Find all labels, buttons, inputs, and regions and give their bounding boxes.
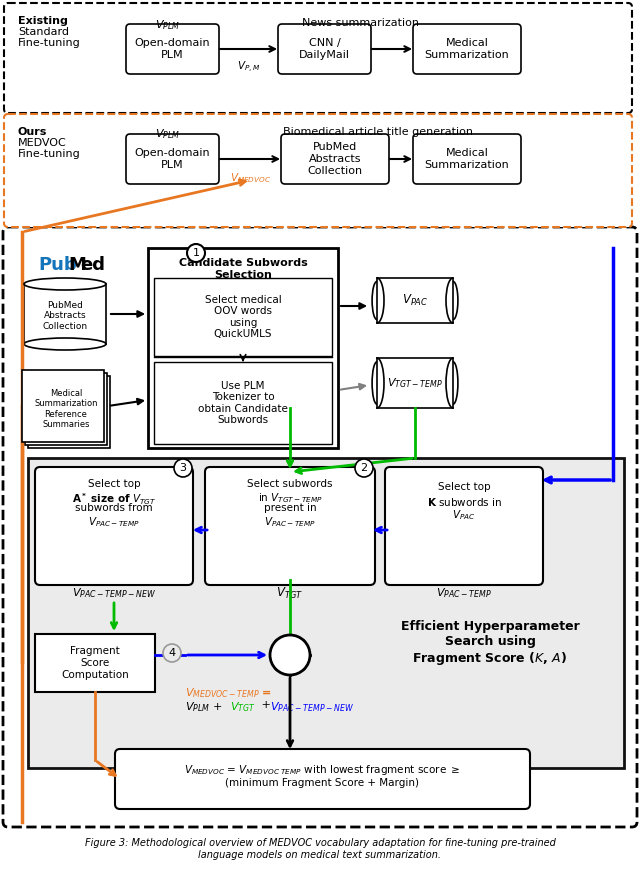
Text: Fragment
Score
Computation: Fragment Score Computation	[61, 647, 129, 680]
Text: $V_{MEDVOC-TEMP}$ =: $V_{MEDVOC-TEMP}$ =	[185, 686, 272, 700]
Text: CNN /
DailyMail: CNN / DailyMail	[299, 38, 350, 59]
Text: $V_{PAC-TEMP}$: $V_{PAC-TEMP}$	[88, 515, 140, 529]
Circle shape	[187, 244, 205, 262]
Text: $V_{PAC-TEMP-NEW}$: $V_{PAC-TEMP-NEW}$	[270, 700, 354, 714]
Text: Pub: Pub	[38, 256, 77, 274]
Circle shape	[270, 635, 310, 675]
FancyBboxPatch shape	[28, 458, 624, 768]
FancyBboxPatch shape	[35, 467, 193, 585]
Text: (minimum Fragment Score + Margin): (minimum Fragment Score + Margin)	[225, 778, 419, 788]
FancyBboxPatch shape	[4, 3, 632, 113]
Text: 4: 4	[168, 648, 175, 658]
Text: MEDVOC: MEDVOC	[18, 138, 67, 148]
FancyBboxPatch shape	[28, 376, 110, 448]
Text: $V_{TGT}$: $V_{TGT}$	[276, 586, 303, 601]
Text: $\mathbf{K}$ subwords in: $\mathbf{K}$ subwords in	[426, 496, 502, 508]
Text: $V_{PLM}$: $V_{PLM}$	[156, 127, 180, 141]
Text: in $V_{TGT-TEMP}$: in $V_{TGT-TEMP}$	[257, 491, 323, 505]
Text: Select top: Select top	[438, 482, 490, 492]
Text: $V_{PAC-TEMP}$: $V_{PAC-TEMP}$	[436, 586, 492, 600]
Text: Select top: Select top	[88, 479, 140, 489]
Text: Biomedical article title generation: Biomedical article title generation	[283, 127, 473, 137]
Bar	[24, 284, 106, 344]
Text: +: +	[258, 700, 275, 710]
Text: $V_{P,M}$: $V_{P,M}$	[237, 60, 260, 75]
Text: subwords from: subwords from	[75, 503, 153, 513]
Text: present in: present in	[264, 503, 316, 513]
Text: Use PLM
Tokenizer to
obtain Candidate
Subwords: Use PLM Tokenizer to obtain Candidate Su…	[198, 380, 288, 426]
FancyBboxPatch shape	[377, 278, 453, 323]
Text: Open-domain
PLM: Open-domain PLM	[134, 149, 211, 170]
FancyBboxPatch shape	[413, 134, 521, 184]
Text: Open-domain
PLM: Open-domain PLM	[134, 38, 211, 59]
Text: Figure 3: Methodological overview of MEDVOC vocabulary adaptation for fine-tunin: Figure 3: Methodological overview of MED…	[84, 838, 556, 860]
Text: Select medical
OOV words
using
QuickUMLS: Select medical OOV words using QuickUMLS	[205, 295, 282, 339]
Text: Ours: Ours	[18, 127, 47, 137]
Text: Medical
Summarization
Reference
Summaries: Medical Summarization Reference Summarie…	[35, 389, 98, 429]
FancyBboxPatch shape	[154, 278, 332, 356]
Text: $V_{PLM}$: $V_{PLM}$	[156, 18, 180, 31]
Text: $V_{PAC-TEMP-NEW}$: $V_{PAC-TEMP-NEW}$	[72, 586, 156, 600]
FancyBboxPatch shape	[115, 749, 530, 809]
FancyBboxPatch shape	[126, 134, 219, 184]
FancyBboxPatch shape	[4, 114, 632, 227]
Text: PubMed
Abstracts
Collection: PubMed Abstracts Collection	[42, 302, 88, 331]
Text: Medical
Summarization: Medical Summarization	[424, 149, 509, 170]
FancyBboxPatch shape	[413, 24, 521, 74]
Ellipse shape	[24, 338, 106, 350]
Text: Medical
Summarization: Medical Summarization	[424, 38, 509, 59]
Text: $V_{PAC}$: $V_{PAC}$	[452, 508, 476, 522]
Text: 3: 3	[179, 463, 186, 473]
FancyBboxPatch shape	[3, 227, 637, 827]
FancyBboxPatch shape	[148, 248, 338, 448]
Text: $\mathbf{A^*}$ size of $V_{TGT}$: $\mathbf{A^*}$ size of $V_{TGT}$	[72, 491, 156, 507]
Text: Fine-tuning: Fine-tuning	[18, 38, 81, 48]
Text: $V_{TGT}$: $V_{TGT}$	[230, 700, 255, 714]
Text: $V_{PAC-TEMP}$: $V_{PAC-TEMP}$	[264, 515, 316, 529]
FancyBboxPatch shape	[35, 634, 155, 692]
Circle shape	[355, 459, 373, 477]
FancyBboxPatch shape	[385, 467, 543, 585]
Text: 1: 1	[193, 248, 200, 258]
Text: Standard: Standard	[18, 27, 69, 37]
Text: $V_{TGT-TEMP}$: $V_{TGT-TEMP}$	[387, 376, 443, 390]
FancyBboxPatch shape	[377, 358, 453, 408]
FancyBboxPatch shape	[25, 373, 107, 445]
Text: $V_{PLM}$ +: $V_{PLM}$ +	[185, 700, 223, 714]
Circle shape	[163, 644, 181, 662]
Text: Candidate Subwords
Selection: Candidate Subwords Selection	[179, 258, 307, 280]
FancyBboxPatch shape	[281, 134, 389, 184]
Ellipse shape	[24, 278, 106, 290]
Text: Efficient Hyperparameter
Search using
Fragment Score ($K$, $A$): Efficient Hyperparameter Search using Fr…	[401, 620, 579, 668]
Text: News summarization: News summarization	[301, 18, 419, 28]
FancyBboxPatch shape	[154, 362, 332, 444]
Text: ed: ed	[80, 256, 105, 274]
Text: 2: 2	[360, 463, 367, 473]
Text: $V_{MEDVOC}$ = $V_{MEDVOC\ TEMP}$ with lowest fragment score $\geq$: $V_{MEDVOC}$ = $V_{MEDVOC\ TEMP}$ with l…	[184, 763, 460, 777]
FancyBboxPatch shape	[126, 24, 219, 74]
Text: M: M	[68, 256, 86, 274]
FancyBboxPatch shape	[205, 467, 375, 585]
Circle shape	[174, 459, 192, 477]
Text: $V_{PAC}$: $V_{PAC}$	[402, 293, 428, 308]
FancyBboxPatch shape	[22, 370, 104, 442]
FancyBboxPatch shape	[278, 24, 371, 74]
Text: Fine-tuning: Fine-tuning	[18, 149, 81, 159]
Text: $V_{MEDVOC}$: $V_{MEDVOC}$	[230, 171, 271, 184]
Text: Select subwords: Select subwords	[247, 479, 333, 489]
Text: PubMed
Abstracts
Collection: PubMed Abstracts Collection	[307, 142, 363, 176]
Text: Existing: Existing	[18, 16, 68, 26]
